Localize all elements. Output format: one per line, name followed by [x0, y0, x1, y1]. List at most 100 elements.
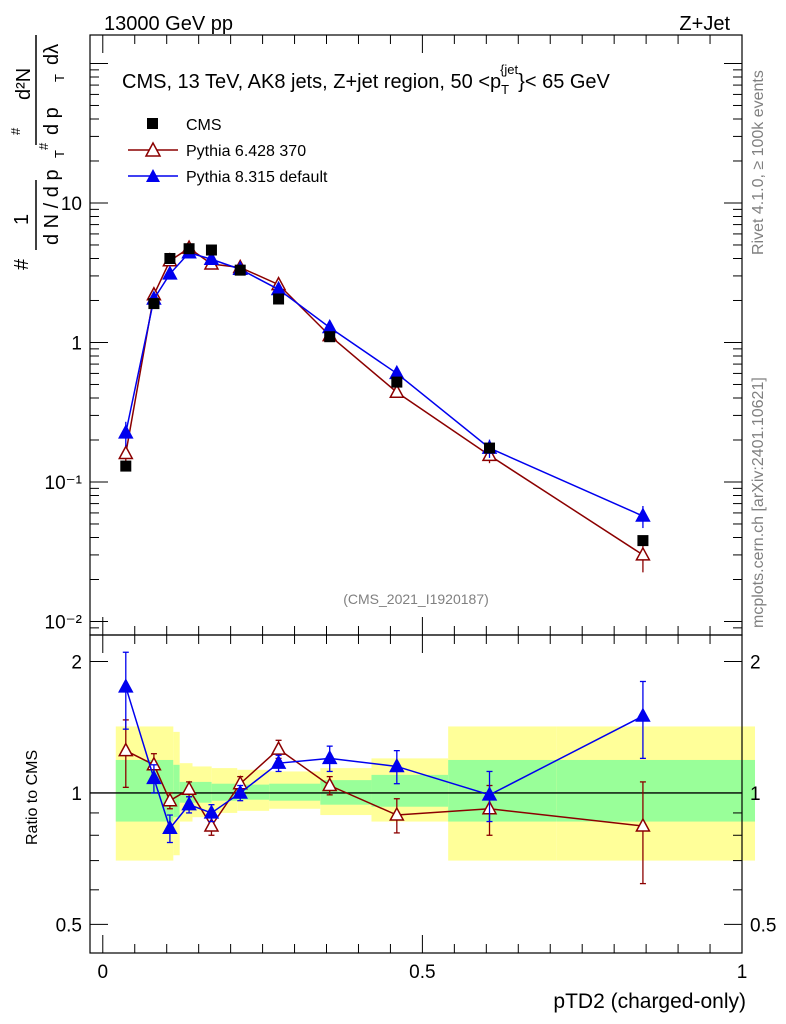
- ratio-panel-frame: [89, 634, 743, 954]
- legend-label-cms: CMS: [186, 117, 222, 134]
- data-point: [391, 376, 403, 388]
- main-ytick-label: 10: [61, 194, 82, 215]
- main-ytick-label: 1: [71, 333, 82, 354]
- ratio-series-pythia8: [118, 651, 651, 844]
- series-line: [125, 251, 644, 517]
- legend-label-pythia8: Pythia 8.315 default: [186, 169, 328, 186]
- svg-text:CMS, 13 TeV, AK8 jets, Z+jet r: CMS, 13 TeV, AK8 jets, Z+jet region, 50 …: [122, 62, 611, 97]
- main-title-pre: CMS, 13 TeV, AK8 jets, Z+jet region, 50 …: [122, 71, 501, 93]
- data-point: [321, 776, 338, 792]
- main-ytick-labels: 10⁻² 10⁻¹ 1 10: [45, 194, 83, 634]
- ratio-xtick-label: 0: [97, 962, 108, 983]
- main-series-pythia8: [118, 244, 651, 529]
- main-y-label-num-sup: #: [36, 142, 51, 150]
- data-point: [118, 742, 134, 757]
- legend-marker-cms: [147, 118, 158, 129]
- data-point: [203, 804, 220, 819]
- main-y-label-dpt-sub: T: [52, 74, 67, 82]
- main-title: CMS, 13 TeV, AK8 jets, Z+jet region, 50 …: [122, 62, 611, 97]
- main-y-label-den-sub: T: [52, 150, 67, 158]
- ratio-ytick-label-right: 2: [750, 653, 761, 674]
- main-y-label-dlambda: dλ: [41, 44, 63, 65]
- data-point: [481, 786, 498, 801]
- data-point: [232, 784, 248, 799]
- ratio-ytick-label: 2: [71, 653, 82, 674]
- main-axis-ticks: [90, 35, 743, 636]
- main-y-label: # 1 d N / d p T # d²N # d p T dλ: [8, 35, 67, 270]
- main-y-label-dN: d²N: [13, 68, 35, 100]
- ratio-xtick-label: 0.5: [409, 962, 435, 983]
- ratio-ytick-label: 0.5: [56, 915, 82, 936]
- legend-marker-pythia8: [146, 169, 160, 182]
- ratio-xtick-label: 1: [737, 962, 748, 983]
- data-point: [321, 749, 338, 765]
- data-point: [162, 792, 178, 807]
- main-y-label-denominator: d N / d p: [41, 169, 63, 245]
- data-point: [270, 754, 287, 769]
- data-point: [635, 817, 651, 832]
- data-point: [120, 460, 132, 472]
- data-point: [389, 383, 405, 398]
- ratio-ytick-labels: 0.5 0.5 1 1 2 2: [56, 653, 777, 937]
- data-point: [181, 780, 197, 795]
- data-point: [205, 244, 217, 256]
- series-line: [125, 247, 644, 556]
- band-inner: [371, 774, 449, 807]
- band-inner: [556, 759, 755, 822]
- data-point: [162, 265, 178, 280]
- main-y-label-prefix: #: [11, 258, 33, 270]
- data-point: [162, 819, 178, 835]
- legend-marker-pythia6: [144, 141, 162, 157]
- ratio-series-pythia6: [118, 719, 651, 885]
- legend-label-pythia6: Pythia 6.428 370: [186, 143, 306, 160]
- main-y-label-dpt: d p: [41, 107, 63, 135]
- main-ytick-label: 10⁻¹: [45, 473, 83, 494]
- data-point: [183, 243, 195, 255]
- watermark: (CMS_2021_I1920187): [343, 591, 489, 607]
- data-point: [635, 546, 651, 561]
- data-point: [203, 817, 220, 832]
- data-point: [203, 250, 220, 266]
- data-point: [389, 806, 405, 821]
- x-axis-label: pTD2 (charged-only): [553, 990, 746, 1013]
- data-point: [484, 442, 496, 454]
- data-point: [635, 707, 651, 722]
- data-point: [164, 252, 176, 264]
- main-ytick-label: 10⁻²: [45, 612, 83, 633]
- data-point: [146, 769, 162, 785]
- main-title-post: }< 65 GeV: [518, 71, 610, 93]
- ratio-xtick-labels: 0 0.5 1: [97, 962, 747, 983]
- data-point: [118, 444, 134, 460]
- main-series-cms: [120, 243, 649, 547]
- header-right: Z+Jet: [679, 13, 730, 35]
- ratio-y-label: Ratio to CMS: [24, 750, 41, 845]
- data-point: [234, 264, 246, 276]
- main-y-label-dpt-sup: #: [8, 127, 23, 135]
- band-inner: [269, 783, 321, 801]
- main-y-label-numerator: 1: [11, 214, 33, 225]
- ratio-ytick-label: 1: [71, 784, 82, 805]
- band-inner: [192, 781, 212, 803]
- header-left: 13000 GeV pp: [104, 13, 233, 35]
- data-point: [181, 796, 197, 811]
- data-point: [273, 293, 285, 305]
- main-series-pythia6: [118, 239, 651, 573]
- ratio-axis-ticks: [90, 635, 743, 953]
- data-point: [389, 757, 405, 773]
- main-title-sub: T: [501, 82, 509, 97]
- data-point: [635, 507, 651, 522]
- ratio-series: [118, 651, 651, 885]
- data-point: [118, 678, 134, 693]
- side-text-top: Rivet 4.1.0, ≥ 100k events: [750, 70, 767, 255]
- ratio-ytick-label-right: 0.5: [750, 915, 776, 936]
- data-point: [324, 331, 336, 343]
- ratio-ytick-label-right: 1: [750, 784, 761, 805]
- main-series: [118, 239, 651, 573]
- main-title-sup: {jet: [500, 62, 518, 77]
- legend: CMS Pythia 6.428 370 Pythia 8.315 defaul…: [128, 117, 328, 186]
- band-inner: [173, 764, 180, 818]
- side-text-bottom: mcplots.cern.ch [arXiv:2401.10621]: [750, 377, 767, 628]
- data-point: [118, 424, 134, 439]
- data-point: [637, 535, 649, 547]
